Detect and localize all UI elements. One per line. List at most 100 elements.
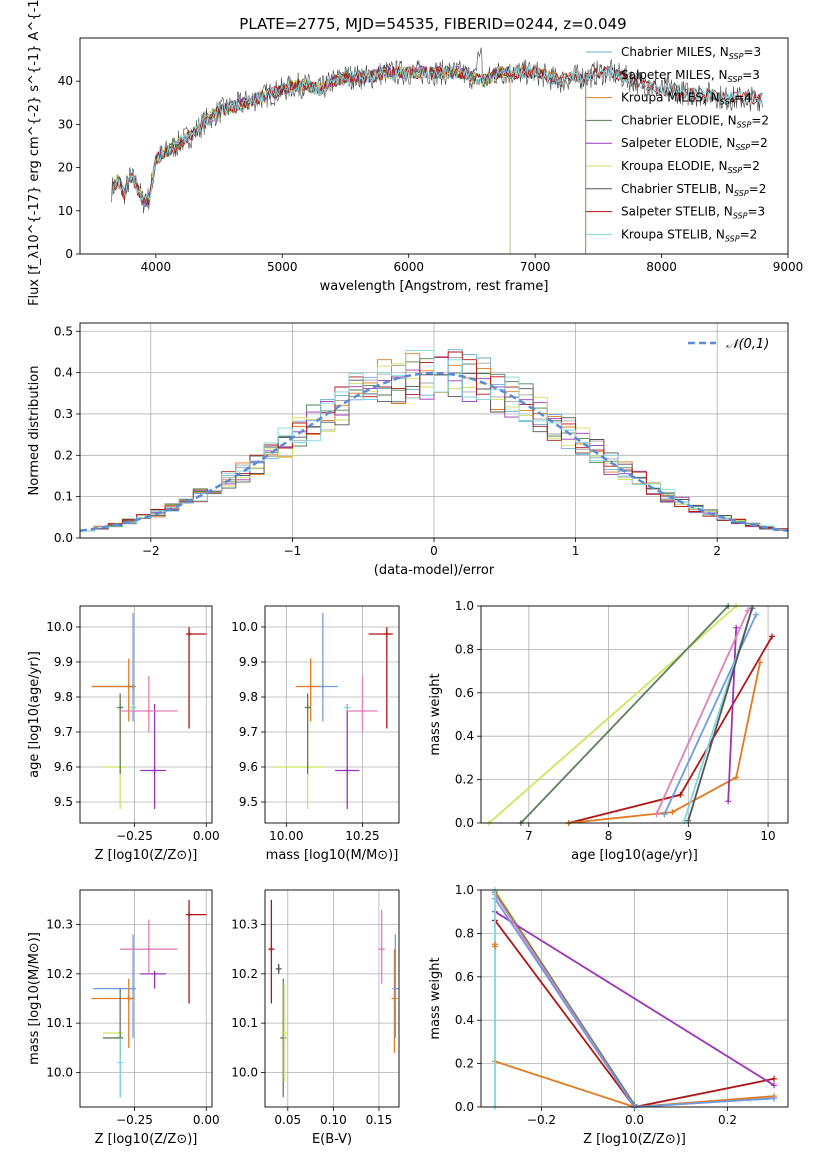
legend-subscript: SSP: [729, 52, 744, 61]
mass-weight-line-3: [494, 910, 775, 1087]
x-axis-label: age [log10(age/yr)]: [571, 848, 698, 863]
y-tick-label: 9.8: [239, 690, 258, 704]
y-tick-label: 1.0: [455, 599, 474, 613]
data-point: [117, 1059, 124, 1066]
axes-frame: [264, 889, 400, 1108]
model-fit-line-8: [111, 65, 764, 202]
mass-weight-line-5: [727, 627, 738, 802]
x-tick-label: 7: [525, 829, 533, 843]
model-fit-line-6: [111, 65, 763, 206]
data-point: [319, 683, 326, 690]
y-tick-label: 30: [58, 117, 73, 131]
data-point: [344, 704, 351, 711]
data-point: [145, 946, 152, 953]
y-tick-label: 0.2: [455, 1057, 474, 1071]
y-tick-label: 0.6: [455, 686, 474, 700]
legend-suffix: =3: [743, 45, 761, 59]
y-tick-label: 0.0: [455, 816, 474, 830]
mass-weight-marker: [661, 811, 668, 818]
data-point: [268, 946, 275, 953]
y-axis-label: age [log10(age/yr)]: [27, 651, 42, 778]
y-tick-label: 0.4: [455, 729, 474, 743]
mass-weight-line-0: [488, 605, 737, 824]
data-point: [392, 985, 399, 992]
legend-entry: Chabrier ELODIE, NSSP=2: [621, 113, 769, 129]
data-point: [359, 708, 366, 714]
y-tick-label: 10: [58, 204, 73, 218]
x-tick-label: 8: [605, 829, 613, 843]
mass-weight-line-3: [568, 662, 761, 824]
mass-weight-marker: [771, 1075, 778, 1082]
x-axis-label: Z [log10(Z/Z⊙)]: [95, 848, 198, 863]
x-axis-label: Z [log10(Z/Z⊙)]: [95, 1132, 198, 1147]
y-tick-label: 0.0: [54, 531, 73, 545]
y-tick-label: 9.6: [239, 760, 258, 774]
x-tick-label: 6000: [393, 260, 424, 274]
legend-entry: Salpeter ELODIE, NSSP=2: [621, 136, 768, 152]
mass-weight-marker: [653, 811, 660, 818]
y-tick-label: 0.8: [455, 926, 474, 940]
model-fit-line-4: [111, 64, 511, 254]
x-tick-label: −0.25: [116, 1113, 153, 1127]
x-tick-label: −1: [284, 544, 302, 558]
mass-weight-marker: [669, 809, 676, 816]
x-tick-label: 10.00: [269, 829, 303, 843]
legend-subscript: SSP: [725, 234, 740, 243]
y-tick-label: 0.4: [455, 1013, 474, 1027]
data-point: [151, 970, 158, 977]
y-tick-label: 1.0: [455, 883, 474, 897]
y-tick-label: 10.2: [231, 967, 258, 981]
mass-weight-marker: [771, 1095, 778, 1102]
data-point: [280, 1034, 287, 1041]
data-point: [125, 995, 132, 1002]
figure-title: PLATE=2775, MJD=54535, FIBERID=0244, z=0…: [239, 15, 626, 33]
x-tick-label: 5000: [267, 260, 298, 274]
y-tick-label: 10.0: [46, 620, 73, 634]
mass-weight-line-4: [663, 614, 757, 815]
legend-entry: 𝒩(0,1): [726, 337, 769, 352]
x-tick-label: −0.25: [116, 829, 153, 843]
legend-entry: Salpeter STELIB, NSSP=3: [621, 205, 765, 221]
y-tick-label: 10.1: [46, 1016, 73, 1030]
y-tick-label: 10.0: [231, 620, 258, 634]
residual-histogram-8: [79, 349, 788, 538]
mass-weight-marker: [745, 607, 752, 614]
legend-suffix: =2: [750, 136, 768, 150]
data-point: [151, 767, 158, 774]
mass-weight-marker: [753, 611, 760, 618]
mass-weight-line-1: [520, 605, 729, 824]
legend-entry: Kroupa STELIB, NSSP=2: [621, 227, 757, 243]
y-tick-label: 0.3: [54, 407, 73, 421]
legend-subscript: SSP: [728, 75, 743, 84]
spectrum-panel: 4000 5000 6000 7000 8000 9000 0 10 20 30 40 wavelen…: [27, 0, 803, 306]
x-axis-label: (data-model)/error: [374, 563, 495, 578]
legend-suffix: =2: [742, 159, 760, 173]
y-tick-label: 10.0: [46, 1065, 73, 1079]
y-tick-label: 0.6: [455, 970, 474, 984]
x-tick-label: 9000: [773, 260, 804, 274]
model-fit-line-2: [111, 64, 587, 254]
y-tick-label: 0.1: [54, 490, 73, 504]
x-tick-label: 7000: [520, 260, 551, 274]
legend-entry: Kroupa ELODIE, NSSP=2: [621, 159, 760, 175]
x-tick-label: 4000: [141, 260, 172, 274]
y-tick-label: 0.2: [54, 448, 73, 462]
axes-frame: [480, 605, 789, 824]
x-tick-label: 10: [760, 829, 775, 843]
x-tick-label: 0.00: [193, 829, 220, 843]
legend-suffix: =4: [734, 91, 752, 105]
y-axis-label: Flux [f_λ10^{-17} erg cm^{-2} s^{-1} A^{…: [27, 0, 42, 306]
x-tick-label: 0.00: [193, 1113, 220, 1127]
data-point: [186, 631, 193, 637]
x-tick-label: 0.15: [366, 1113, 393, 1127]
y-tick-label: 0: [65, 247, 73, 261]
mass-weight-marker: [733, 624, 740, 631]
data-point: [275, 965, 282, 972]
mass-weight-line-1: [494, 891, 636, 1106]
axes-frame: [264, 605, 400, 824]
legend-entry: Chabrier STELIB, NSSP=2: [621, 182, 766, 198]
y-axis-label: mass [log10(M/M⊙)]: [27, 932, 42, 1065]
mass-weight-marker: [725, 798, 732, 805]
x-tick-label: 9: [685, 829, 693, 843]
